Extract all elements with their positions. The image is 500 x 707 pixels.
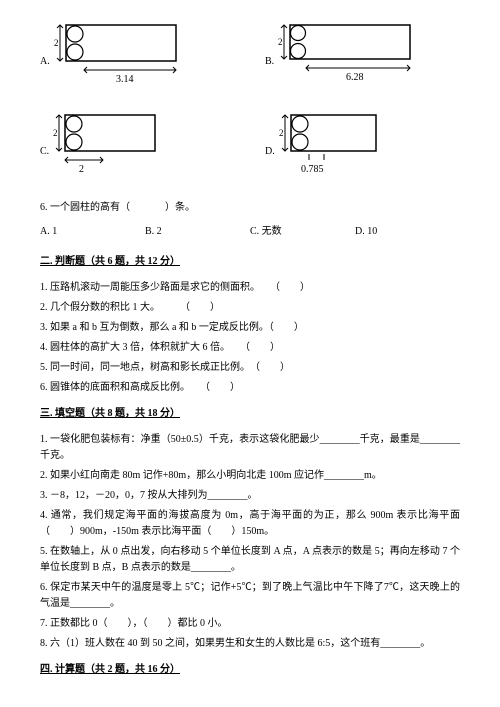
q6-opt-B: B. 2 <box>145 224 250 240</box>
diagram-B: B. 2 6.28 <box>265 20 460 85</box>
s3-item: 7. 正数都比 0（ ），（ ）都比 0 小。 <box>40 616 460 632</box>
section4-title: 四. 计算题（共 2 题，共 16 分） <box>40 662 460 678</box>
section3-list: 1. 一袋化肥包装标有：净重（50±0.5）千克，表示这袋化肥最少_______… <box>40 432 460 652</box>
q6-before: 6. 一个圆柱的高有（ <box>40 202 130 213</box>
s3-item: 5. 在数轴上，从 0 点出发，向右移动 5 个单位长度到 A 点，A 点表示的… <box>40 544 460 576</box>
s3-item: 2. 如果小红向南走 80m 记作+80m，那么小明向北走 100m 应记作__… <box>40 468 460 484</box>
s2-item: 1. 压路机滚动一周能压多少路面是求它的侧面积。 （ ） <box>40 280 460 296</box>
s3-item: 3. －8，12，－20，0，7 按从大排列为________。 <box>40 488 460 504</box>
section3-title: 三. 填空题（共 8 题，共 18 分） <box>40 406 460 422</box>
section2-list: 1. 压路机滚动一周能压多少路面是求它的侧面积。 （ ） 2. 几个假分数的积比… <box>40 280 460 396</box>
diagram-A: A. 2 3.14 <box>40 20 235 85</box>
s2-item: 4. 圆柱体的高扩大 3 倍，体积就扩大 6 倍。 （ ） <box>40 340 460 356</box>
q6-after: ）条。 <box>165 202 195 213</box>
q6-stem: 6. 一个圆柱的高有（ ）条。 <box>40 200 460 216</box>
diagram-grid: A. 2 3.14 B. 2 6.28 <box>40 20 460 175</box>
diagram-D-height: 2 <box>279 128 284 138</box>
q6-opt-A: A. 1 <box>40 224 145 240</box>
diagram-B-svg: 2 6.28 <box>278 20 428 85</box>
s3-item: 1. 一袋化肥包装标有：净重（50±0.5）千克，表示这袋化肥最少_______… <box>40 432 460 464</box>
q6-blank <box>133 200 163 216</box>
s2-item: 3. 如果 a 和 b 互为倒数，那么 a 和 b 一定成反比例。（ ） <box>40 320 460 336</box>
diagram-A-svg: 2 3.14 <box>54 20 194 85</box>
diagram-D-label: D. <box>265 144 275 175</box>
q6-opt-D: D. 10 <box>355 224 460 240</box>
diagram-A-label: A. <box>40 54 50 85</box>
diagram-C-label: C. <box>40 144 49 175</box>
q6-options: A. 1 B. 2 C. 无数 D. 10 <box>40 224 460 240</box>
s3-item: 6. 保定市某天中午的温度是零上 5℃；记作+5℃；到了晚上气温比中午下降了7℃… <box>40 580 460 612</box>
diagram-B-width: 6.28 <box>346 72 364 83</box>
diagram-C-width: 2 <box>79 164 84 175</box>
s2-item: 2. 几个假分数的积比 1 大。 （ ） <box>40 300 460 316</box>
s3-item: 4. 通常，我们规定海平面的海拔高度为 0m，高于海平面的为正，那么 900m … <box>40 508 460 540</box>
diagram-C: C. 2 2 <box>40 110 235 175</box>
q6-opt-C: C. 无数 <box>250 224 355 240</box>
diagram-D: D. 2 0.785 <box>265 110 460 175</box>
diagram-C-height: 2 <box>53 128 58 138</box>
diagram-B-label: B. <box>265 54 274 85</box>
diagram-A-width: 3.14 <box>116 74 134 85</box>
diagram-C-svg: 2 2 <box>53 110 173 175</box>
diagram-D-svg: 2 0.785 <box>279 110 394 175</box>
s2-item: 6. 圆锥体的底面积和高成反比例。 （ ） <box>40 380 460 396</box>
diagram-B-height: 2 <box>278 37 283 47</box>
s2-item: 5. 同一时间，同一地点，树高和影长成正比例。 （ ） <box>40 360 460 376</box>
section2-title: 二. 判断题（共 6 题，共 12 分） <box>40 254 460 270</box>
s3-item: 8. 六（1）班人数在 40 到 50 之间，如果男生和女生的人数比是 6:5，… <box>40 636 460 652</box>
diagram-A-height: 2 <box>54 38 59 48</box>
diagram-D-width: 0.785 <box>301 164 324 175</box>
